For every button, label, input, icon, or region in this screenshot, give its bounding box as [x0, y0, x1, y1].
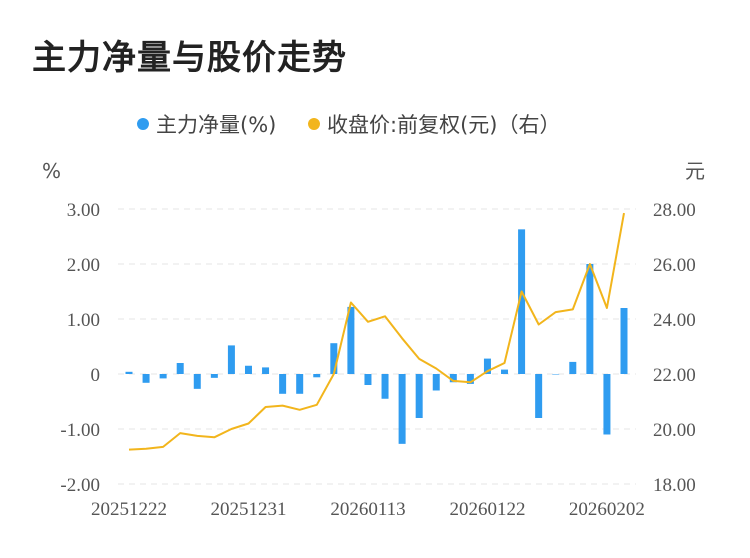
bar — [449, 374, 457, 383]
right-tick-label: 18.00 — [653, 475, 696, 496]
bar — [552, 374, 560, 375]
x-tick-label: 20260202 — [569, 499, 645, 520]
left-tick-label: 1.00 — [67, 310, 100, 331]
bar — [279, 374, 287, 394]
right-tick-label: 26.00 — [653, 255, 696, 276]
bar — [569, 361, 577, 374]
left-tick-label: 2.00 — [67, 255, 100, 276]
bar — [501, 369, 509, 374]
legend-item-bar[interactable]: 主力净量(%) — [137, 113, 276, 137]
left-axis-unit: % — [42, 159, 61, 183]
bar — [313, 374, 321, 378]
price-line — [128, 212, 625, 451]
legend-label-line: 收盘价:前复权(元)（右） — [327, 113, 560, 137]
line-series — [128, 212, 625, 451]
bar — [347, 306, 355, 374]
bar — [330, 343, 338, 374]
chart-title: 主力净量与股价走势 — [32, 38, 347, 78]
x-tick-label: 20260122 — [449, 499, 525, 520]
bar — [159, 374, 167, 379]
legend-dot-bar-icon — [137, 118, 149, 130]
bar — [210, 374, 218, 378]
x-axis-ticks: 20251222 20251231 20260113 20260122 20260202 — [91, 499, 645, 520]
bar — [432, 374, 440, 391]
bar — [125, 371, 133, 374]
left-tick-label: -1.00 — [60, 420, 100, 441]
bar — [227, 345, 235, 374]
bar — [244, 365, 252, 374]
legend-label-bar: 主力净量(%) — [156, 113, 276, 137]
right-tick-label: 20.00 — [653, 420, 696, 441]
bar — [586, 264, 594, 374]
left-tick-label: 3.00 — [67, 200, 100, 221]
bar — [262, 367, 270, 374]
bar — [603, 374, 611, 435]
legend: 主力净量(%) 收盘价:前复权(元)（右） — [137, 113, 560, 137]
left-tick-label: 0 — [91, 365, 101, 386]
left-tick-label: -2.00 — [60, 475, 100, 496]
bar — [620, 308, 628, 374]
left-axis-ticks: 3.00 2.00 1.00 0 -1.00 -2.00 — [60, 200, 100, 496]
bar — [535, 374, 543, 418]
right-tick-label: 24.00 — [653, 310, 696, 331]
bar — [142, 374, 150, 383]
bar — [364, 374, 372, 385]
right-tick-label: 22.00 — [653, 365, 696, 386]
bar — [296, 374, 304, 394]
bar — [176, 363, 184, 374]
legend-item-line[interactable]: 收盘价:前复权(元)（右） — [308, 113, 560, 137]
x-tick-label: 20251231 — [210, 499, 286, 520]
right-axis-unit: 元 — [685, 159, 705, 183]
right-axis-ticks: 28.00 26.00 24.00 22.00 20.00 18.00 — [653, 200, 696, 496]
bar — [415, 374, 423, 418]
right-tick-label: 28.00 — [653, 200, 696, 221]
bar-series — [125, 229, 628, 444]
x-tick-label: 20251222 — [91, 499, 167, 520]
bar — [381, 374, 389, 399]
x-tick-label: 20260113 — [330, 499, 405, 520]
grid-lines — [118, 208, 636, 485]
bar — [518, 229, 526, 374]
legend-dot-line-icon — [308, 118, 320, 130]
bar — [398, 374, 406, 444]
bar — [466, 374, 474, 384]
bar — [193, 374, 201, 389]
bar — [483, 358, 491, 374]
